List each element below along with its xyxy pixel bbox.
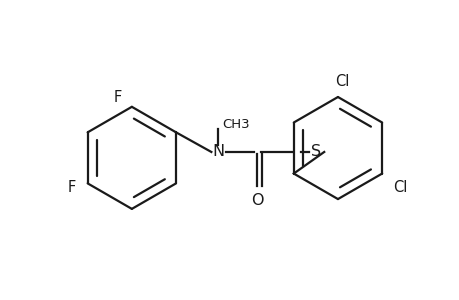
- Text: F: F: [67, 180, 76, 195]
- Text: CH3: CH3: [222, 118, 249, 131]
- Text: Cl: Cl: [334, 74, 348, 89]
- Text: O: O: [251, 193, 263, 208]
- Text: S: S: [311, 145, 321, 160]
- Text: N: N: [212, 145, 224, 160]
- Text: F: F: [114, 89, 122, 104]
- Text: Cl: Cl: [392, 180, 406, 195]
